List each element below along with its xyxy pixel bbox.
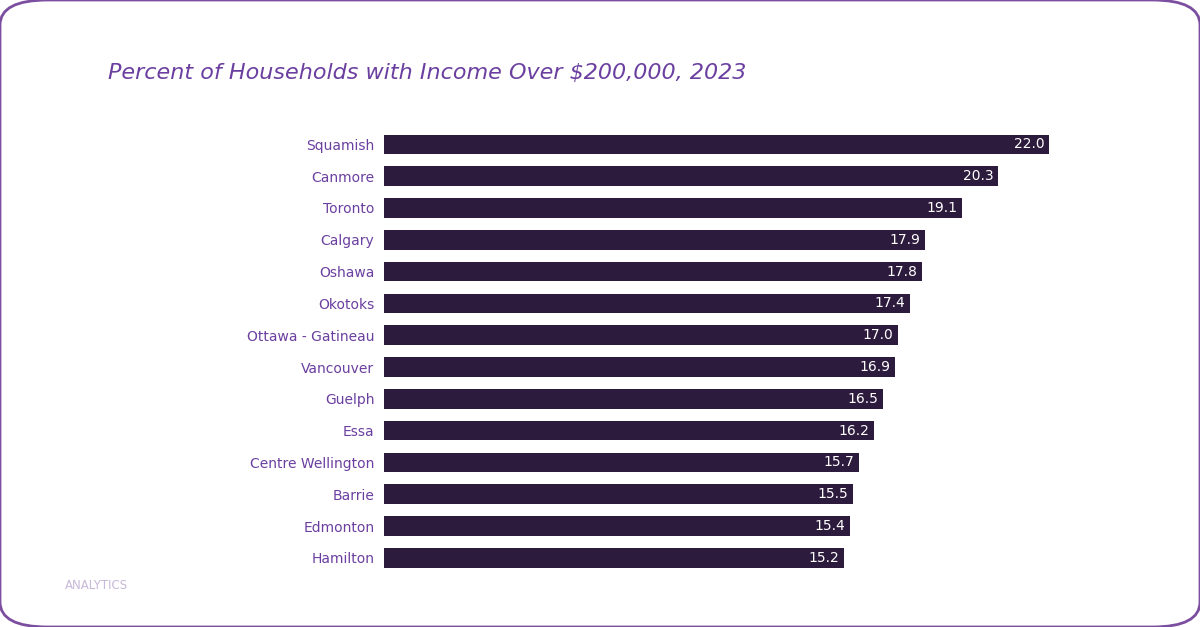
Text: 15.4: 15.4 (815, 519, 845, 533)
Text: 19.1: 19.1 (926, 201, 958, 215)
Text: 16.5: 16.5 (847, 392, 878, 406)
Text: 16.9: 16.9 (859, 360, 890, 374)
Bar (384, 325, 898, 345)
Bar (384, 198, 961, 218)
Text: 16.2: 16.2 (839, 424, 869, 438)
Bar (384, 389, 883, 409)
Text: 20.3: 20.3 (962, 169, 994, 183)
Bar (384, 261, 923, 282)
Bar (384, 421, 874, 441)
Bar (384, 357, 895, 377)
Bar (384, 485, 853, 504)
Bar (384, 548, 844, 567)
Text: 15.2: 15.2 (809, 551, 839, 565)
Bar (384, 516, 850, 536)
Text: 17.8: 17.8 (887, 265, 918, 278)
Text: 15.5: 15.5 (817, 487, 848, 501)
Text: 22.0: 22.0 (1014, 137, 1045, 151)
Text: ANALYTICS: ANALYTICS (65, 579, 128, 592)
Text: ENVIRONICS: ENVIRONICS (65, 549, 191, 567)
Text: 15.7: 15.7 (823, 455, 854, 470)
Bar (384, 293, 910, 314)
Bar (384, 230, 925, 250)
Text: 17.0: 17.0 (863, 328, 894, 342)
Text: 17.4: 17.4 (875, 297, 906, 310)
Bar (384, 453, 859, 472)
Bar (384, 166, 998, 186)
Bar (384, 135, 1049, 154)
Text: 17.9: 17.9 (890, 233, 920, 247)
Text: Percent of Households with Income Over $200,000, 2023: Percent of Households with Income Over $… (108, 63, 746, 83)
